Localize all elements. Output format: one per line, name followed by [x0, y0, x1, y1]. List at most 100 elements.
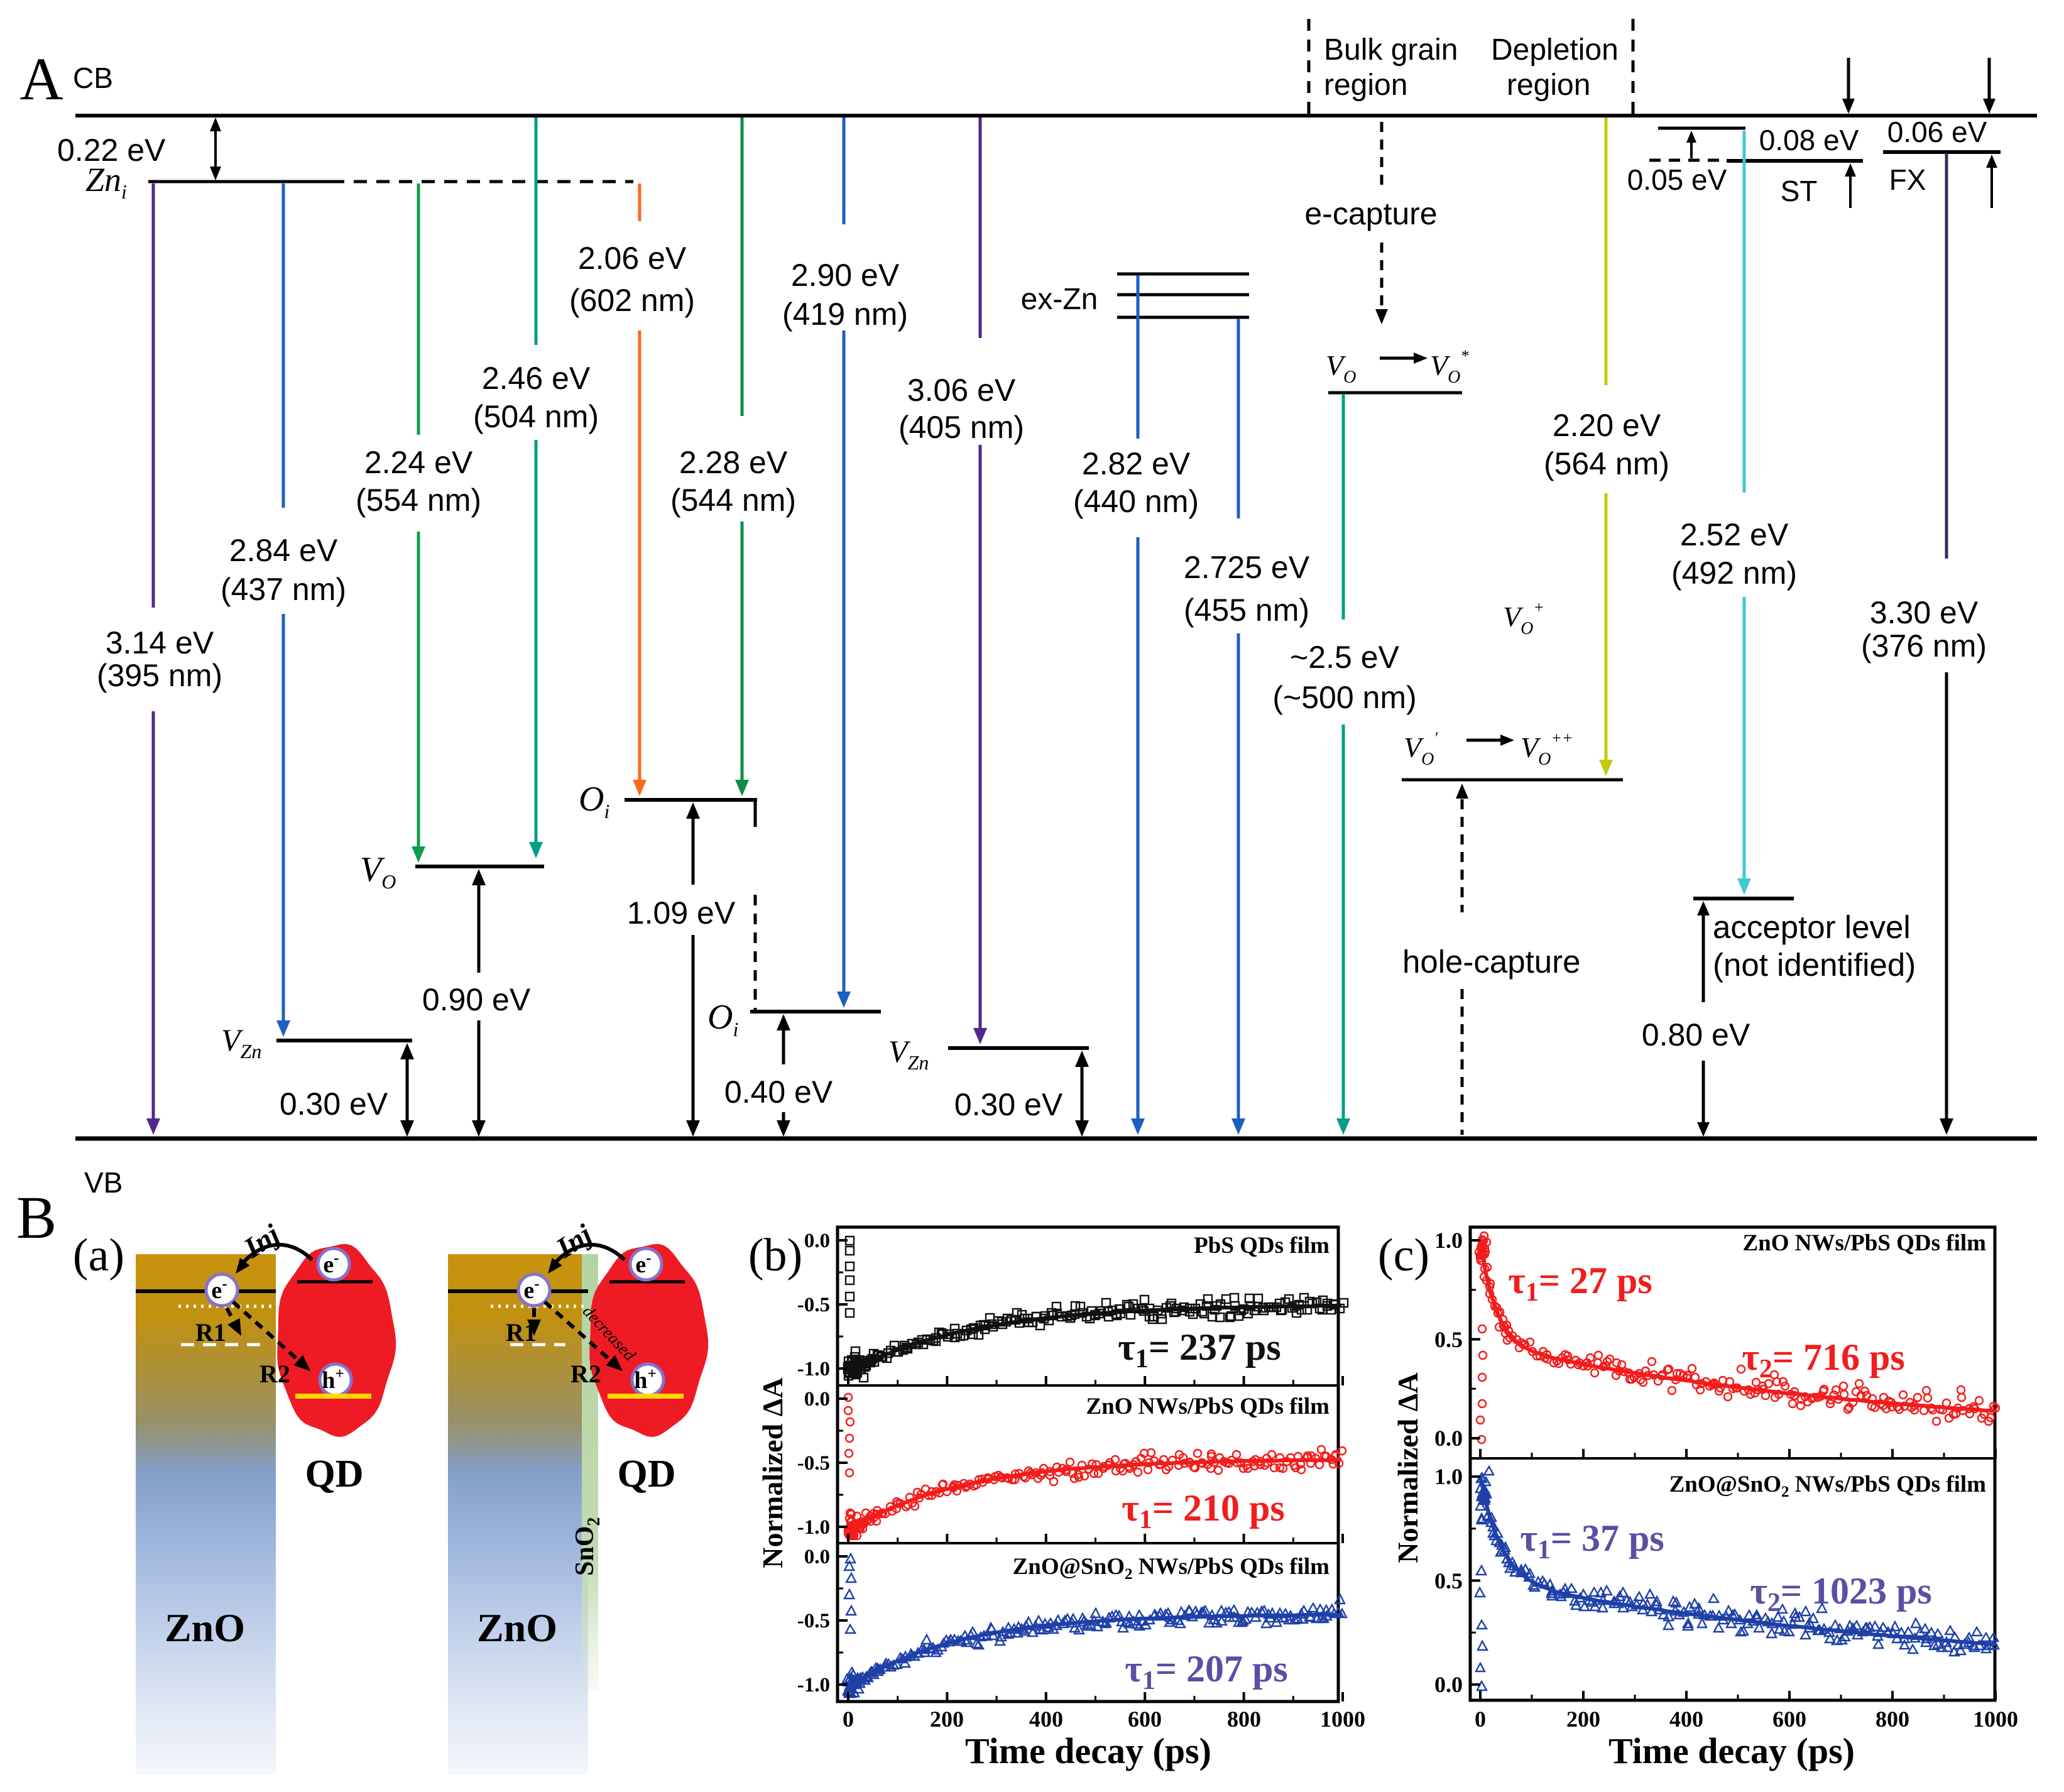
svg-text:2.46 eV: 2.46 eV — [482, 361, 591, 396]
svg-text:ex-Zn: ex-Zn — [1021, 283, 1098, 316]
svg-text:(504 nm): (504 nm) — [473, 399, 599, 434]
svg-text:0.0: 0.0 — [1434, 1672, 1463, 1697]
svg-text:(440 nm): (440 nm) — [1073, 484, 1199, 519]
svg-text:0.90 eV: 0.90 eV — [422, 982, 531, 1017]
svg-text:2.52 eV: 2.52 eV — [1680, 517, 1789, 552]
svg-text:(a): (a) — [73, 1230, 124, 1281]
svg-text:R1: R1 — [506, 1318, 537, 1347]
svg-text:1.0: 1.0 — [1434, 1228, 1463, 1253]
svg-text:0: 0 — [843, 1707, 854, 1732]
svg-text:PbS QDs film: PbS QDs film — [1194, 1233, 1330, 1259]
svg-text:-1.0: -1.0 — [797, 1516, 830, 1539]
svg-text:(554 nm): (554 nm) — [356, 483, 481, 518]
svg-text:0.5: 0.5 — [1434, 1568, 1463, 1593]
svg-text:R1: R1 — [195, 1318, 226, 1347]
svg-text:QD: QD — [618, 1453, 676, 1495]
svg-text:1000: 1000 — [1320, 1707, 1365, 1732]
svg-text:(419 nm): (419 nm) — [782, 297, 908, 332]
svg-text:acceptor level: acceptor level — [1713, 909, 1911, 945]
svg-text:2.24 eV: 2.24 eV — [364, 445, 473, 480]
svg-text:1.0: 1.0 — [1434, 1464, 1463, 1489]
svg-text:200: 200 — [1566, 1707, 1600, 1732]
svg-text:400: 400 — [1029, 1707, 1063, 1732]
svg-text:B: B — [16, 1184, 57, 1251]
svg-text:3.06 eV: 3.06 eV — [907, 373, 1016, 408]
svg-text:τ1= 207 ps: τ1= 207 ps — [1125, 1648, 1288, 1695]
svg-text:(b): (b) — [748, 1230, 802, 1281]
svg-text:SnO2: SnO2 — [571, 1517, 604, 1576]
svg-text:τ2= 1023 ps: τ2= 1023 ps — [1750, 1570, 1932, 1617]
svg-text:-0.5: -0.5 — [797, 1452, 830, 1475]
svg-text:2.90 eV: 2.90 eV — [791, 258, 900, 293]
svg-text:e-capture: e-capture — [1304, 196, 1437, 231]
svg-text:ZnO NWs/PbS QDs film: ZnO NWs/PbS QDs film — [1742, 1230, 1986, 1256]
svg-text:(not identified): (not identified) — [1713, 947, 1916, 983]
svg-text:region: region — [1507, 68, 1590, 102]
svg-text:-1.0: -1.0 — [797, 1358, 830, 1380]
svg-text:0.40 eV: 0.40 eV — [724, 1074, 833, 1110]
svg-text:800: 800 — [1227, 1707, 1261, 1732]
svg-text:VB: VB — [84, 1166, 123, 1199]
svg-text:(395 nm): (395 nm) — [97, 658, 222, 693]
svg-text:2.06 eV: 2.06 eV — [578, 241, 687, 276]
svg-text:R2: R2 — [259, 1360, 290, 1388]
svg-text:0.0: 0.0 — [1434, 1426, 1463, 1451]
svg-text:0.0: 0.0 — [804, 1230, 830, 1252]
svg-text:0.08 eV: 0.08 eV — [1759, 124, 1859, 156]
svg-text:Oi: Oi — [707, 998, 738, 1041]
svg-text:2.725 eV: 2.725 eV — [1184, 550, 1310, 585]
svg-text:-0.5: -0.5 — [797, 1294, 830, 1316]
svg-text:ZnO@SnO2 NWs/PbS QDs film: ZnO@SnO2 NWs/PbS QDs film — [1669, 1472, 1987, 1500]
svg-text:R2: R2 — [571, 1360, 601, 1388]
svg-text:2.28 eV: 2.28 eV — [679, 445, 788, 480]
svg-text:0.05 eV: 0.05 eV — [1627, 163, 1727, 196]
svg-text:-1.0: -1.0 — [797, 1674, 830, 1696]
svg-text:VO: VO — [360, 850, 396, 893]
svg-text:0: 0 — [1475, 1707, 1486, 1732]
svg-text:0.06 eV: 0.06 eV — [1887, 116, 1987, 148]
svg-text:~2.5 eV: ~2.5 eV — [1290, 640, 1399, 675]
svg-text:1000: 1000 — [1973, 1707, 2018, 1732]
svg-text:A: A — [19, 45, 63, 112]
svg-text:0.30 eV: 0.30 eV — [954, 1087, 1063, 1122]
svg-text:Time decay (ps): Time decay (ps) — [965, 1730, 1211, 1771]
svg-text:Normalized ΔA: Normalized ΔA — [756, 1377, 789, 1568]
svg-text:(455 nm): (455 nm) — [1184, 593, 1309, 628]
svg-text:(376 nm): (376 nm) — [1861, 628, 1987, 664]
svg-text:3.30 eV: 3.30 eV — [1870, 595, 1979, 630]
svg-text:Depletion: Depletion — [1491, 33, 1619, 67]
svg-text:600: 600 — [1128, 1707, 1162, 1732]
svg-text:200: 200 — [930, 1707, 964, 1732]
svg-text:-0.5: -0.5 — [797, 1610, 830, 1632]
svg-text:600: 600 — [1772, 1707, 1806, 1732]
svg-text:0.5: 0.5 — [1434, 1327, 1463, 1352]
svg-text:ZnO: ZnO — [477, 1605, 557, 1650]
svg-text:(c): (c) — [1378, 1230, 1429, 1281]
svg-text:(492 nm): (492 nm) — [1671, 555, 1797, 591]
svg-text:Bulk grain: Bulk grain — [1324, 33, 1458, 67]
svg-text:0.22 eV: 0.22 eV — [57, 133, 166, 168]
svg-text:800: 800 — [1876, 1707, 1909, 1732]
svg-text:Time decay (ps): Time decay (ps) — [1608, 1730, 1855, 1771]
svg-text:(602 nm): (602 nm) — [569, 283, 695, 318]
svg-text:(405 nm): (405 nm) — [898, 410, 1024, 445]
svg-text:3.14 eV: 3.14 eV — [106, 625, 214, 660]
svg-text:2.84 eV: 2.84 eV — [229, 533, 338, 568]
svg-text:0.0: 0.0 — [804, 1388, 830, 1411]
svg-text:2.82 eV: 2.82 eV — [1082, 446, 1191, 481]
svg-text:FX: FX — [1889, 163, 1926, 196]
svg-text:ST: ST — [1781, 175, 1818, 207]
svg-text:1.09 eV: 1.09 eV — [627, 895, 736, 931]
svg-text:QD: QD — [305, 1453, 364, 1495]
svg-text:Normalized ΔA: Normalized ΔA — [1392, 1372, 1424, 1563]
svg-text:0.30 eV: 0.30 eV — [280, 1086, 388, 1122]
svg-text:0.80 eV: 0.80 eV — [1642, 1017, 1750, 1052]
svg-text:ZnO NWs/PbS QDs film: ZnO NWs/PbS QDs film — [1086, 1394, 1330, 1419]
svg-text:VO′: VO′ — [1404, 729, 1438, 769]
svg-text:Zni: Zni — [85, 161, 127, 203]
svg-text:ZnO: ZnO — [165, 1605, 245, 1650]
svg-text:τ1= 210 ps: τ1= 210 ps — [1122, 1487, 1285, 1534]
svg-text:400: 400 — [1669, 1707, 1703, 1732]
svg-text:(564 nm): (564 nm) — [1544, 446, 1669, 481]
svg-text:ZnO@SnO2 NWs/PbS QDs film: ZnO@SnO2 NWs/PbS QDs film — [1013, 1554, 1330, 1583]
